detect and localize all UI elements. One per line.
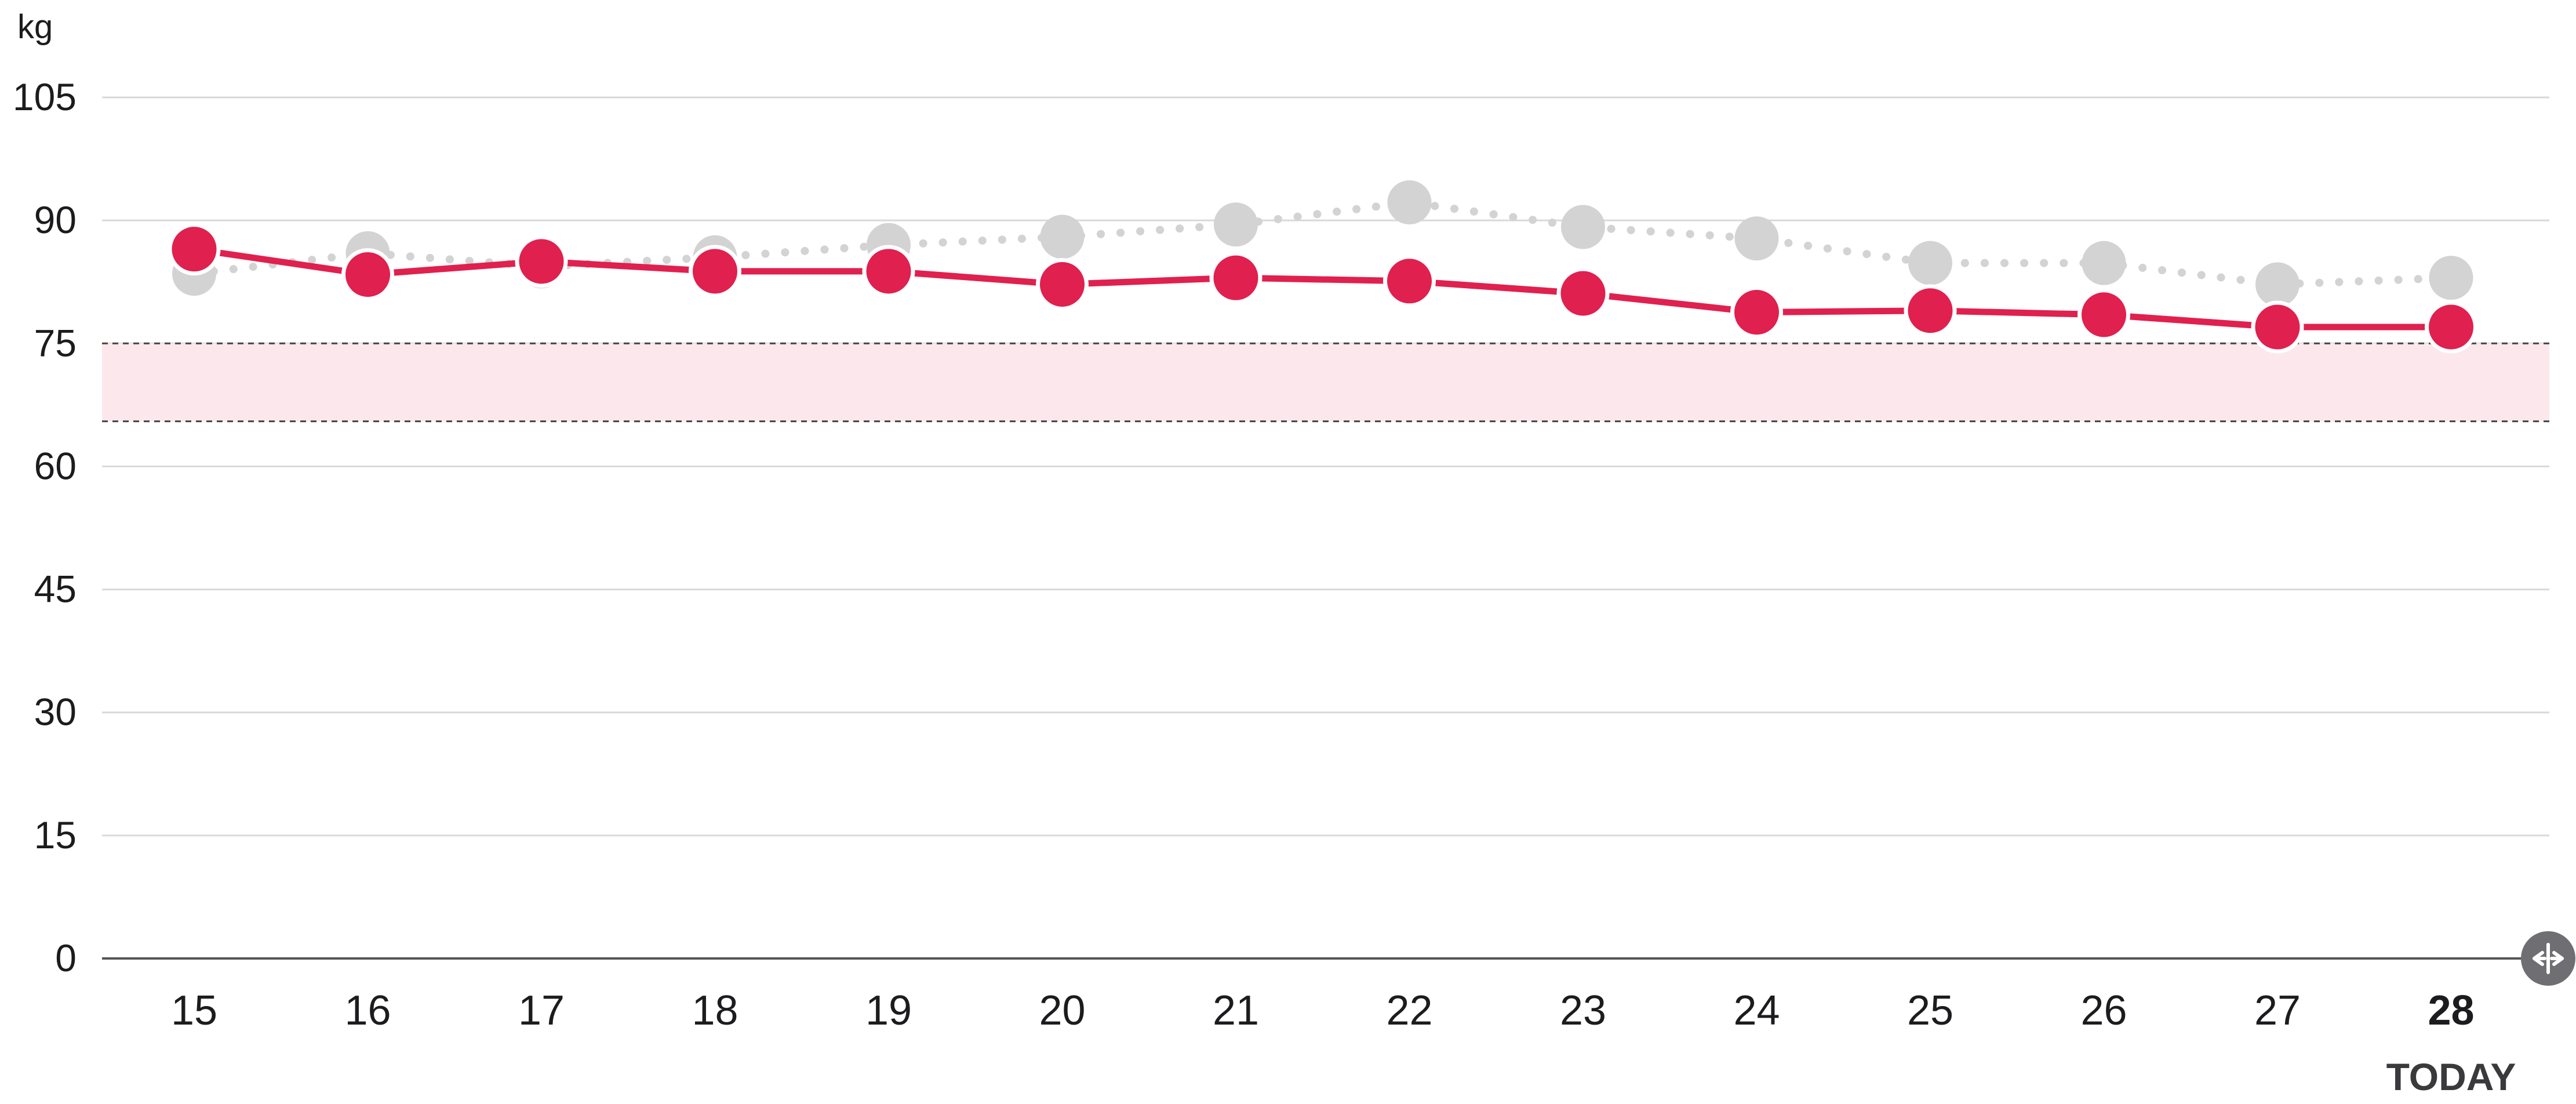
y-tick-label-45: 45 (34, 568, 77, 611)
previous-series (172, 180, 2473, 307)
previous-point-21 (1214, 202, 1258, 247)
horizontal-resize-icon (2533, 943, 2564, 974)
x-axis-ticks: 15 16 17 18 19 20 21 22 23 24 25 26 27 28 TODAY (171, 987, 2516, 1098)
x-tick-label-28: 28 (2428, 987, 2474, 1034)
target-band-layer (102, 342, 2549, 423)
current-point-18 (689, 245, 741, 298)
y-tick-label-75: 75 (34, 321, 77, 364)
y-tick-label-0: 0 (55, 936, 77, 979)
y-axis-ticks: 0 15 30 45 60 75 90 105 (13, 75, 77, 979)
current-point-23 (1556, 267, 1610, 320)
previous-point-23 (1561, 205, 1605, 249)
y-tick-label-90: 90 (34, 198, 77, 241)
y-tick-label-15: 15 (34, 814, 77, 856)
previous-point-24 (1734, 216, 1779, 261)
current-point-25 (1904, 284, 1957, 337)
previous-point-28 (2429, 256, 2473, 300)
previous-point-27 (2255, 262, 2300, 307)
current-point-28 (2425, 300, 2477, 354)
current-point-21 (1209, 251, 1262, 304)
y-tick-label-105: 105 (13, 75, 77, 118)
current-point-15 (168, 223, 221, 276)
grid-layer (102, 96, 2549, 960)
x-tick-label-17: 17 (518, 987, 565, 1034)
x-tick-label-18: 18 (692, 987, 738, 1034)
previous-point-22 (1387, 180, 1432, 225)
current-point-19 (862, 245, 915, 298)
today-label: TODAY (2386, 1055, 2516, 1098)
current-series-line (191, 246, 2454, 331)
x-tick-label-23: 23 (1560, 987, 1606, 1034)
previous-point-25 (1908, 241, 1952, 285)
x-tick-label-27: 27 (2254, 987, 2301, 1034)
scroll-handle-button[interactable] (2521, 931, 2575, 986)
x-tick-label-16: 16 (344, 987, 391, 1034)
x-tick-label-20: 20 (1039, 987, 1085, 1034)
x-tick-label-19: 19 (865, 987, 912, 1034)
x-tick-label-25: 25 (1907, 987, 1953, 1034)
x-tick-label-24: 24 (1733, 987, 1780, 1034)
current-point-24 (1730, 286, 1783, 339)
target-band (102, 343, 2549, 422)
y-tick-label-60: 60 (34, 444, 77, 487)
current-point-20 (1036, 257, 1089, 311)
current-point-17 (515, 235, 568, 288)
unit-label: kg (17, 8, 53, 46)
current-point-16 (341, 248, 394, 301)
current-point-27 (2251, 300, 2304, 354)
x-tick-label-15: 15 (171, 987, 217, 1034)
y-tick-label-30: 30 (34, 691, 77, 733)
x-tick-label-22: 22 (1386, 987, 1432, 1034)
x-tick-label-21: 21 (1213, 987, 1259, 1034)
current-series (168, 223, 2477, 354)
previous-point-20 (1040, 215, 1085, 259)
x-tick-label-26: 26 (2080, 987, 2127, 1034)
current-point-26 (2077, 288, 2130, 342)
previous-point-26 (2082, 241, 2126, 285)
current-point-22 (1383, 255, 1436, 308)
